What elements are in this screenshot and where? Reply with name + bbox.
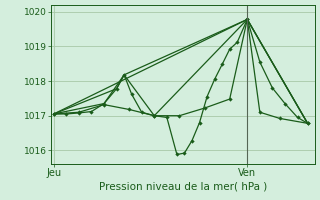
X-axis label: Pression niveau de la mer( hPa ): Pression niveau de la mer( hPa ) bbox=[99, 181, 267, 191]
